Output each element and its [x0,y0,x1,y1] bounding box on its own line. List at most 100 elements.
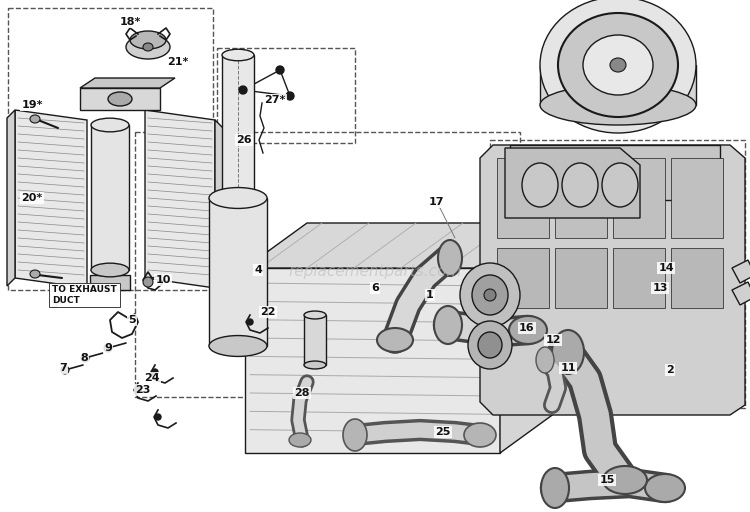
Ellipse shape [222,234,254,246]
Text: 23: 23 [135,385,151,395]
Polygon shape [90,275,130,290]
Ellipse shape [562,163,598,207]
Polygon shape [215,120,223,296]
Ellipse shape [209,335,267,356]
Polygon shape [145,110,215,288]
Polygon shape [505,148,640,218]
Text: 20*: 20* [21,193,43,203]
Ellipse shape [478,332,502,358]
Ellipse shape [583,35,653,95]
Polygon shape [510,145,720,200]
Ellipse shape [155,414,161,420]
Ellipse shape [130,31,166,49]
Text: 8: 8 [80,353,88,363]
Ellipse shape [104,344,112,352]
Ellipse shape [126,35,170,59]
Bar [490,140,745,408]
Text: 4: 4 [254,265,262,275]
Polygon shape [500,223,562,453]
Bar [222,55,254,240]
Text: 15: 15 [599,475,615,485]
Ellipse shape [222,49,254,61]
Polygon shape [245,268,500,453]
Ellipse shape [143,277,153,287]
Ellipse shape [30,270,40,278]
Ellipse shape [610,58,626,72]
Text: 6: 6 [371,283,379,293]
Polygon shape [540,65,696,105]
Text: 16: 16 [519,323,535,333]
Ellipse shape [152,369,158,375]
Bar [304,315,326,365]
Text: 24: 24 [144,373,160,383]
Ellipse shape [460,263,520,327]
Text: 1: 1 [426,290,433,300]
Ellipse shape [209,187,267,208]
Ellipse shape [304,361,326,369]
Ellipse shape [289,433,311,447]
Text: 17: 17 [428,197,444,207]
Text: 2: 2 [666,365,674,375]
Bar [209,198,267,346]
Ellipse shape [61,366,69,374]
Ellipse shape [91,118,129,132]
Polygon shape [7,110,15,286]
Ellipse shape [603,466,647,494]
Ellipse shape [108,92,132,106]
Bar [613,248,665,308]
Ellipse shape [541,468,569,508]
Ellipse shape [239,86,247,94]
Ellipse shape [540,0,696,133]
Polygon shape [15,110,87,288]
Text: 14: 14 [658,263,674,273]
Ellipse shape [522,163,558,207]
Text: 21*: 21* [167,57,189,67]
Text: replacementparts.com: replacementparts.com [288,264,461,279]
Bar [613,158,665,238]
Bar [217,48,355,143]
Text: 13: 13 [652,283,668,293]
Ellipse shape [536,347,554,373]
Bar [91,125,129,270]
Polygon shape [80,78,175,88]
Ellipse shape [438,240,462,276]
Ellipse shape [343,419,367,451]
Text: 3*: 3* [50,300,64,310]
Text: 9: 9 [104,343,112,353]
Ellipse shape [286,92,294,100]
Bar [555,248,607,308]
Text: 19*: 19* [21,100,43,110]
Bar [671,158,723,238]
Bar [80,88,160,110]
Ellipse shape [558,13,678,117]
Polygon shape [480,145,745,415]
Bar [135,132,520,397]
Text: 10: 10 [155,275,171,285]
Ellipse shape [552,330,584,374]
Text: 5: 5 [128,315,136,325]
Ellipse shape [472,275,508,315]
Polygon shape [245,223,562,268]
Polygon shape [732,260,750,283]
Ellipse shape [135,387,141,393]
Text: 28: 28 [294,388,310,398]
Ellipse shape [468,321,512,369]
Bar [555,158,607,238]
Ellipse shape [81,354,89,362]
Text: 26: 26 [236,135,252,145]
Text: 22: 22 [260,307,276,317]
Text: 7: 7 [59,363,67,373]
Ellipse shape [247,319,253,325]
Text: 18*: 18* [119,17,141,27]
Text: 25: 25 [435,427,451,437]
Bar [671,248,723,308]
Bar [8,8,213,290]
Ellipse shape [143,43,153,51]
Ellipse shape [464,423,496,447]
Ellipse shape [602,163,638,207]
Ellipse shape [30,115,40,123]
Text: 11: 11 [560,363,576,373]
Ellipse shape [540,85,696,125]
Ellipse shape [484,289,496,301]
Bar [497,248,549,308]
